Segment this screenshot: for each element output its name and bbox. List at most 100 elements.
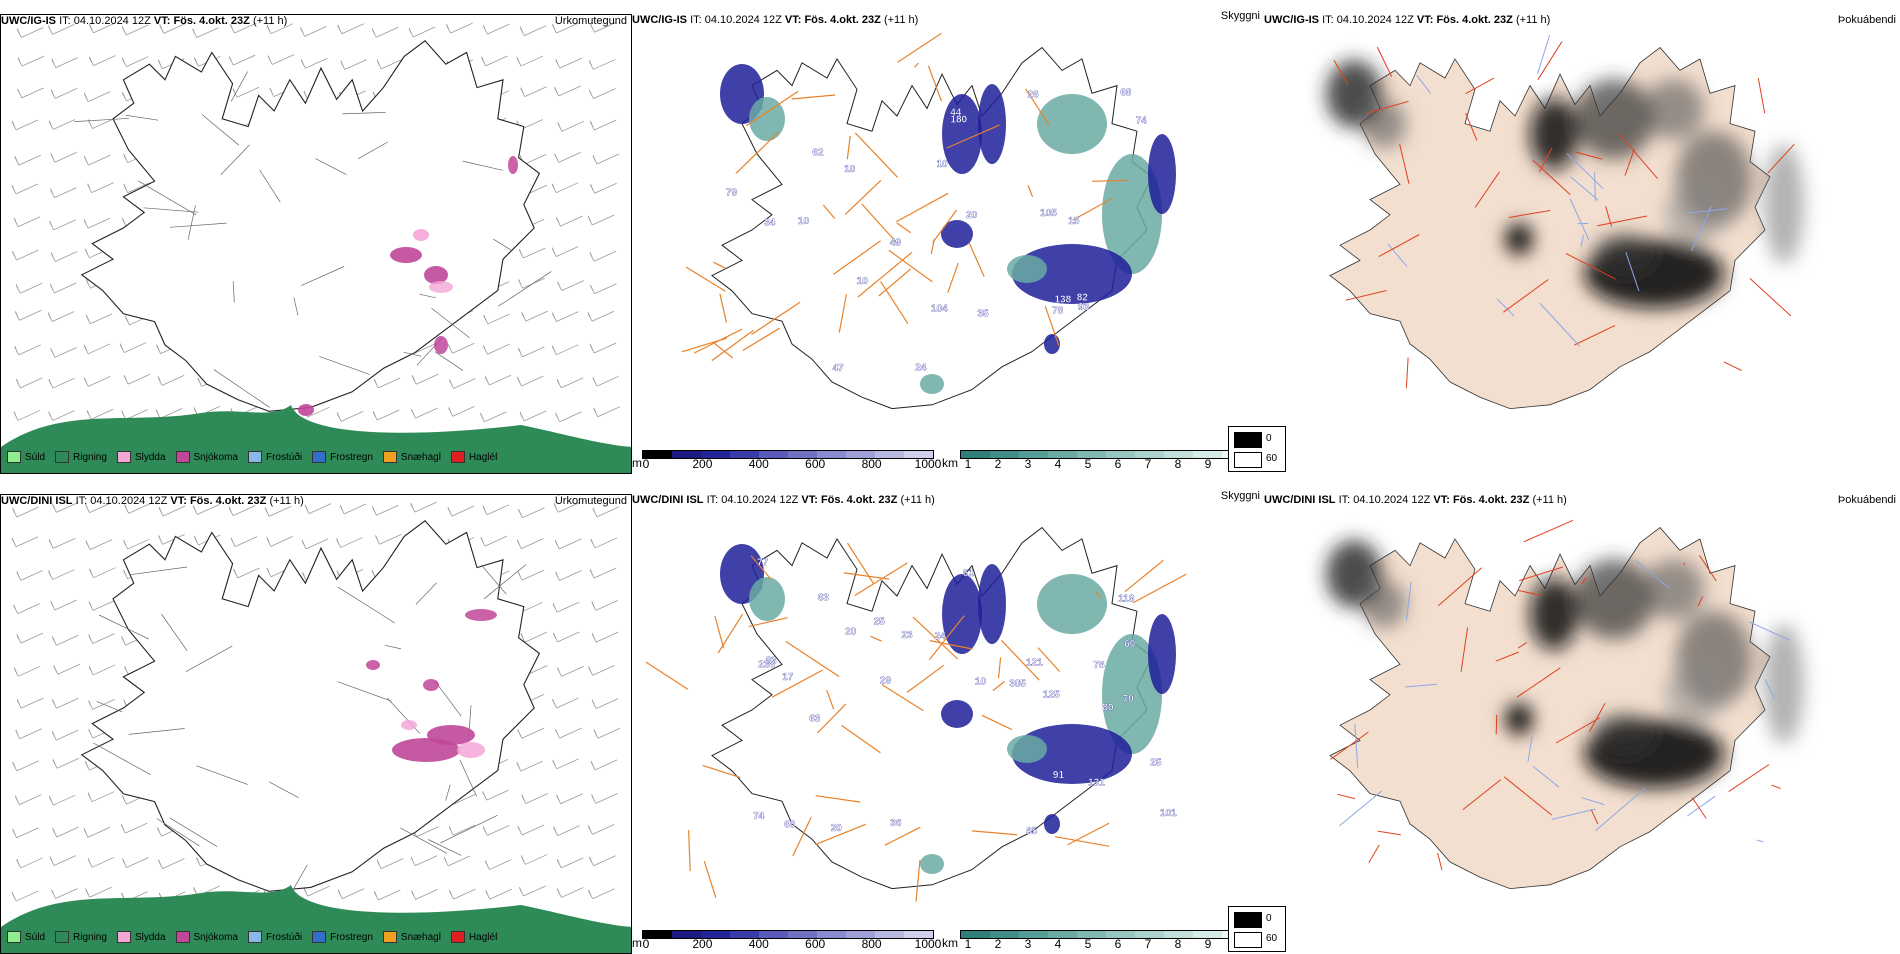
visibility-area xyxy=(1037,94,1107,154)
legend-label: Snæhagl xyxy=(401,932,441,943)
wind-barb xyxy=(120,343,146,353)
river-line xyxy=(1538,35,1550,74)
wind-barb xyxy=(267,536,293,546)
valid-time: Fös. 4.okt. 23Z xyxy=(821,494,897,506)
colorbar-swatch xyxy=(1019,931,1048,938)
wind-barb xyxy=(17,633,43,643)
wind-barb xyxy=(593,376,619,386)
lead-time: (+11 h) xyxy=(253,15,287,27)
colorbar-tick: 800 xyxy=(862,457,882,471)
visibility-value-label: 34 xyxy=(764,217,776,228)
legend-swatch xyxy=(451,451,465,463)
wind-barb xyxy=(553,632,579,642)
panel-header: UWC/IG-IS IT: 04.10.2024 12Z VT: Fös. 4.… xyxy=(1,15,287,27)
snow-area xyxy=(427,725,475,745)
colorbar-tick: 7 xyxy=(1145,937,1152,951)
wind-barb xyxy=(301,58,327,68)
visibility-value-label: 62 xyxy=(812,147,824,158)
panel-title: Úrkomutegund xyxy=(555,15,627,27)
wind-barb xyxy=(519,278,545,288)
wind-barb xyxy=(589,89,615,99)
wind-barb xyxy=(50,283,76,293)
wind-barb xyxy=(15,155,41,165)
road-line xyxy=(1337,794,1355,798)
wind-barb xyxy=(556,728,582,738)
panel-title: Þokuábendi xyxy=(1838,494,1896,506)
wind-barb xyxy=(51,152,77,162)
wind-barb xyxy=(521,87,547,97)
legend-swatch xyxy=(248,451,262,463)
legend-label: Snæhagl xyxy=(401,452,441,463)
road-line xyxy=(1772,785,1781,788)
init-time: 04.10.2024 12Z xyxy=(1337,14,1414,26)
legend-label: Rigning xyxy=(73,932,107,943)
legend-item: Snjókoma xyxy=(176,451,238,463)
wind-barb xyxy=(13,828,39,838)
legend-item: Frostúði xyxy=(248,451,302,463)
fog-legend-high: 60 xyxy=(1266,933,1277,944)
visibility-value-label: 82 xyxy=(1077,293,1089,304)
colorbar-tick: 600 xyxy=(805,457,825,471)
wind-barb xyxy=(449,378,475,388)
legend-swatch xyxy=(451,931,465,943)
fog-legend-low: 0 xyxy=(1266,913,1272,924)
legend-swatch xyxy=(383,451,397,463)
init-label: IT: xyxy=(1339,494,1351,506)
wind-barb xyxy=(483,825,509,835)
wind-barb xyxy=(592,699,618,709)
road-line xyxy=(713,262,726,268)
sleet-area xyxy=(457,742,485,758)
visibility-value-label: 125 xyxy=(1043,689,1060,700)
init-label: IT: xyxy=(1322,14,1334,26)
wind-barb xyxy=(49,570,75,580)
visibility-value-label: 20 xyxy=(845,626,857,637)
wind-barb xyxy=(518,570,544,580)
model-name: UWC/IG-IS xyxy=(1,15,56,27)
wind-barb xyxy=(12,891,38,901)
colorbar-tick: 8 xyxy=(1175,937,1182,951)
road-line xyxy=(720,294,727,323)
road-line xyxy=(715,616,724,648)
wind-barb xyxy=(18,88,44,98)
wind-barb xyxy=(84,155,110,165)
init-time: 04.10.2024 12Z xyxy=(1353,494,1430,506)
precip-map xyxy=(1,495,631,953)
road-line xyxy=(1438,853,1442,870)
snow-area xyxy=(434,336,448,354)
legend-label: Slydda xyxy=(135,452,166,463)
terrain-contour xyxy=(97,701,123,712)
wind-barb xyxy=(555,152,581,162)
legend-item: Rigning xyxy=(55,931,107,943)
valid-label: VT: xyxy=(801,494,818,506)
terrain-contour xyxy=(400,828,446,853)
precip-map xyxy=(1,15,631,473)
wind-barb xyxy=(14,604,40,614)
wind-barb xyxy=(557,216,583,226)
wind-barb xyxy=(50,220,76,230)
wind-barb xyxy=(588,311,614,321)
visibility-value-label: 121 xyxy=(1026,657,1043,668)
wind-barb xyxy=(522,311,548,321)
wind-barb xyxy=(89,699,115,709)
wind-barb xyxy=(52,698,78,708)
wind-barb xyxy=(122,57,148,67)
fog-legend-low: 0 xyxy=(1266,433,1272,444)
wind-barb xyxy=(594,728,620,738)
wind-barb xyxy=(517,761,543,771)
wind-barb xyxy=(485,375,511,385)
legend-swatch xyxy=(248,931,262,943)
colorbar-tick: 9 xyxy=(1205,937,1212,951)
colorbar-tick: 7 xyxy=(1145,457,1152,471)
visibility-value-label: 10 xyxy=(975,677,987,688)
wind-barb xyxy=(588,215,614,225)
valid-time: Fös. 4.okt. 23Z xyxy=(190,495,266,507)
init-label: IT: xyxy=(690,14,702,26)
colorbar-unit: m xyxy=(632,456,642,470)
wind-barb xyxy=(590,568,616,578)
wind-barb xyxy=(591,183,617,193)
wind-barb xyxy=(18,56,44,66)
wind-barb xyxy=(447,23,473,33)
colorbar-tick: 0 xyxy=(643,457,650,471)
fog-area xyxy=(1644,79,1704,139)
